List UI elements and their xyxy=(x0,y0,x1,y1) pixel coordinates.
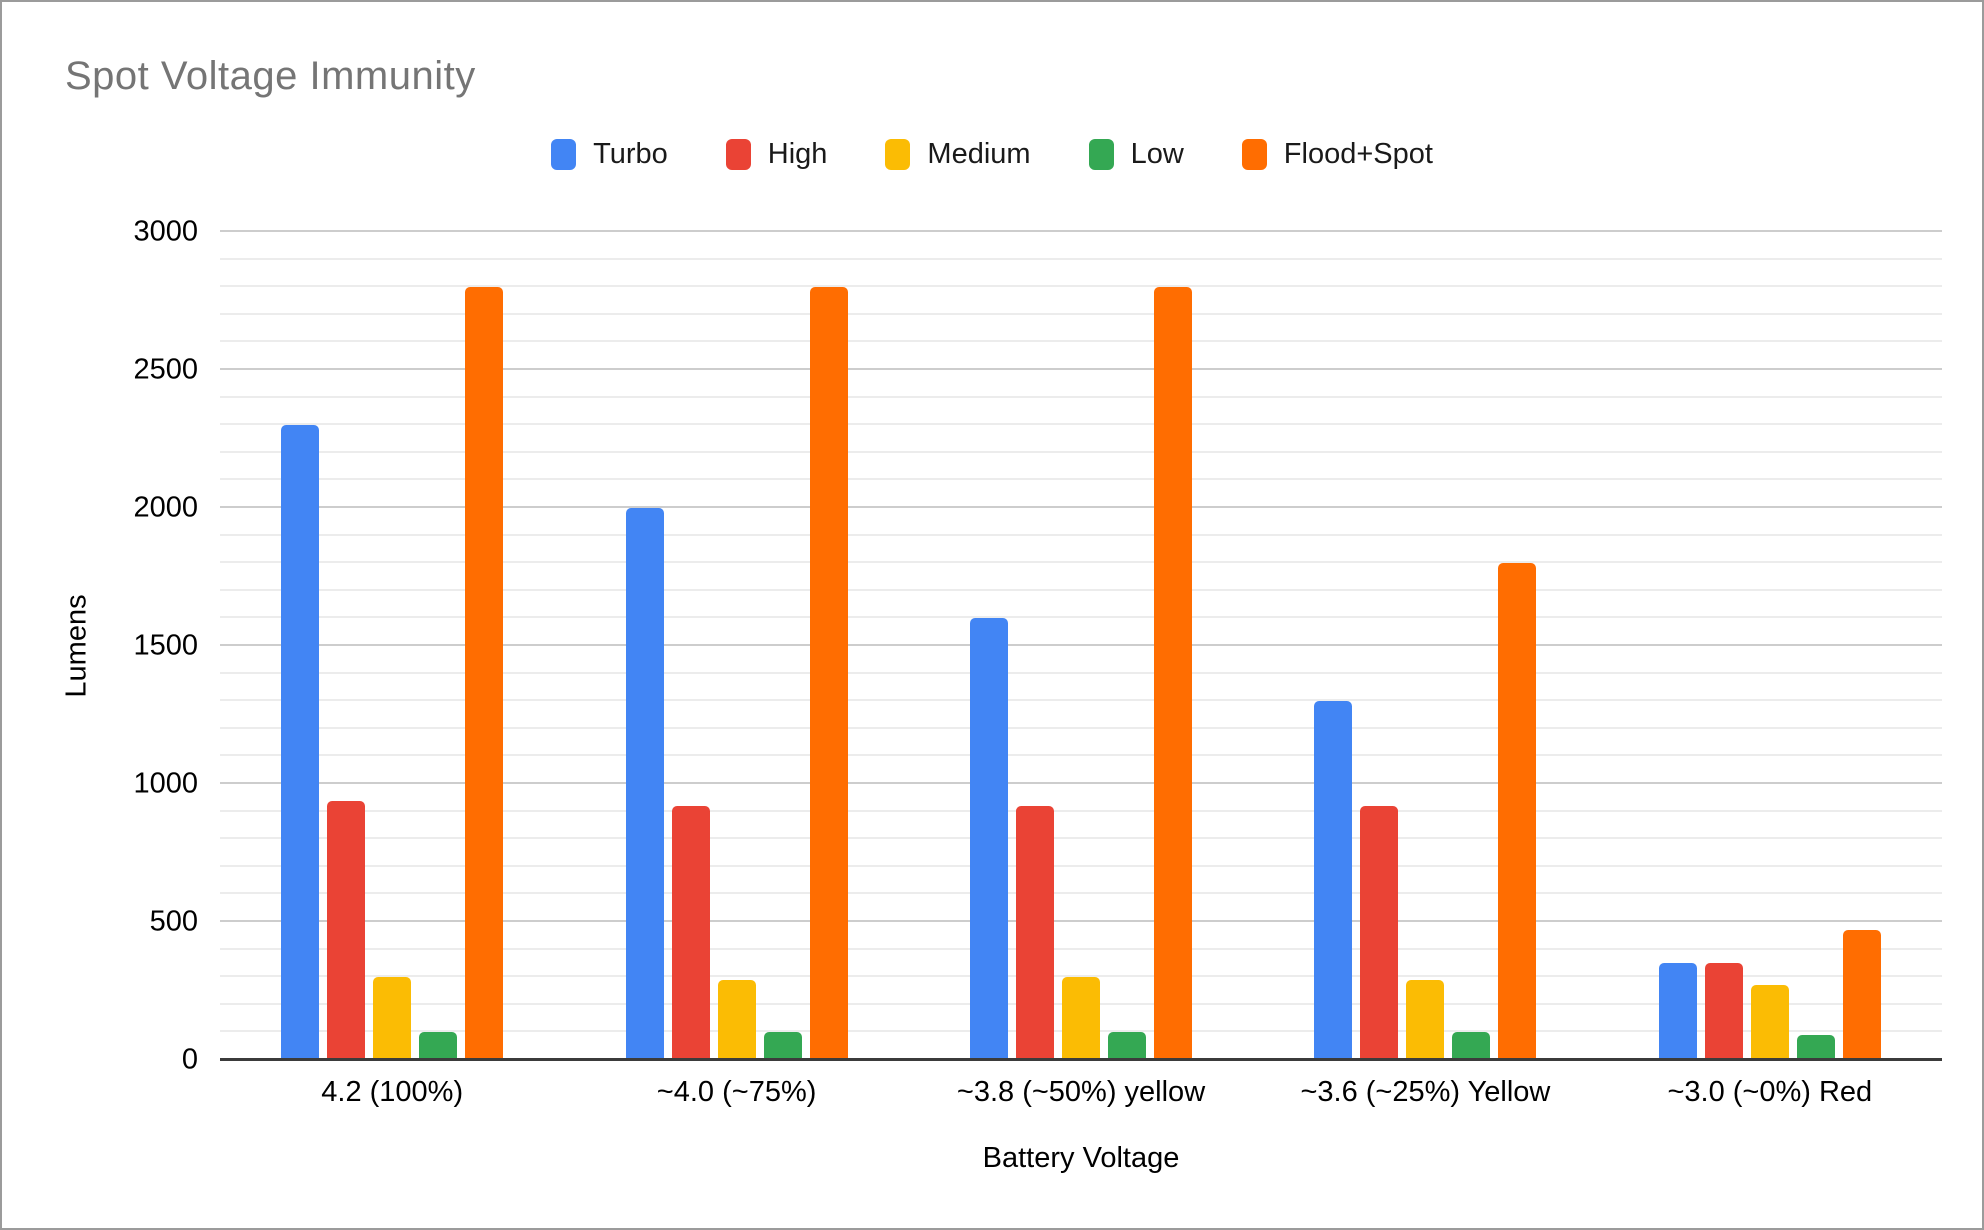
legend: Turbo High Medium Low Flood+Spot xyxy=(2,138,1982,171)
gridline-minor xyxy=(220,285,1942,288)
bar-flood-spot-2[interactable] xyxy=(1154,287,1193,1060)
legend-item-medium[interactable]: Medium xyxy=(885,138,1031,171)
bar-flood-spot-1[interactable] xyxy=(809,287,848,1060)
bar-medium-2[interactable] xyxy=(1062,977,1101,1060)
gridline-major xyxy=(220,506,1942,509)
bar-turbo-4[interactable] xyxy=(1658,963,1697,1060)
bar-low-0[interactable] xyxy=(419,1032,458,1060)
gridline-minor xyxy=(220,616,1942,619)
gridline-minor xyxy=(220,754,1942,757)
bar-flood-spot-4[interactable] xyxy=(1842,930,1881,1060)
gridline-minor xyxy=(220,561,1942,564)
legend-item-high[interactable]: High xyxy=(725,138,828,171)
bar-group-2 xyxy=(909,232,1253,1060)
gridline-minor xyxy=(220,699,1942,702)
gridline-minor xyxy=(220,340,1942,343)
legend-item-flood-spot[interactable]: Flood+Spot xyxy=(1241,138,1433,171)
gridline-minor xyxy=(220,947,1942,950)
gridline-minor xyxy=(220,423,1942,426)
bar-low-4[interactable] xyxy=(1796,1035,1835,1060)
bar-group-3 xyxy=(1253,232,1597,1060)
bar-turbo-1[interactable] xyxy=(625,508,664,1060)
bar-high-1[interactable] xyxy=(671,806,710,1060)
bar-flood-spot-0[interactable] xyxy=(465,287,504,1060)
gridline-minor xyxy=(220,533,1942,536)
legend-label-medium: Medium xyxy=(927,138,1031,170)
bar-high-0[interactable] xyxy=(327,800,366,1060)
gridline-minor xyxy=(220,671,1942,674)
gridline-minor xyxy=(220,726,1942,729)
bar-medium-1[interactable] xyxy=(717,979,756,1060)
gridline-minor xyxy=(220,809,1942,812)
gridline-minor xyxy=(220,588,1942,591)
gridline-minor xyxy=(220,975,1942,978)
bar-flood-spot-3[interactable] xyxy=(1498,563,1537,1060)
bar-group-0 xyxy=(220,232,564,1060)
legend-label-high: High xyxy=(767,138,828,170)
bar-turbo-0[interactable] xyxy=(281,425,320,1060)
gridline-minor xyxy=(220,257,1942,260)
x-category-label-0: 4.2 (100%) xyxy=(321,1076,464,1108)
gridline-major xyxy=(220,230,1942,232)
x-axis-line xyxy=(220,1058,1942,1061)
gridline-major xyxy=(220,644,1942,646)
bar-turbo-2[interactable] xyxy=(970,618,1009,1060)
gridline-major xyxy=(220,782,1942,785)
y-tick-label: 3000 xyxy=(133,215,198,248)
x-category-label-2: ~3.8 (~50%) yellow xyxy=(956,1076,1206,1108)
bar-low-2[interactable] xyxy=(1108,1032,1147,1060)
bar-turbo-3[interactable] xyxy=(1314,701,1353,1060)
x-category-label-4: ~3.0 (~0%) Red xyxy=(1667,1076,1873,1108)
gridline-minor xyxy=(220,395,1942,398)
y-tick-label: 500 xyxy=(149,905,198,938)
bar-high-4[interactable] xyxy=(1704,963,1743,1060)
x-axis-title: Battery Voltage xyxy=(982,1142,1180,1174)
bar-medium-3[interactable] xyxy=(1406,979,1445,1060)
gridline-minor xyxy=(220,837,1942,840)
legend-item-low[interactable]: Low xyxy=(1088,138,1184,171)
y-tick-label: 0 xyxy=(181,1043,198,1076)
gridline-minor xyxy=(220,450,1942,453)
legend-swatch-high xyxy=(725,139,751,170)
legend-swatch-turbo xyxy=(551,139,577,170)
legend-swatch-medium xyxy=(885,139,911,170)
x-category-label-3: ~3.6 (~25%) Yellow xyxy=(1300,1076,1551,1108)
legend-label-flood-spot: Flood+Spot xyxy=(1283,138,1433,170)
x-category-label-1: ~4.0 (~75%) xyxy=(656,1076,817,1108)
plot-area xyxy=(220,230,1942,1061)
bar-low-1[interactable] xyxy=(763,1032,802,1060)
bar-groups xyxy=(220,232,1942,1060)
bar-medium-0[interactable] xyxy=(373,977,412,1060)
bar-group-4 xyxy=(1598,232,1942,1060)
gridline-major xyxy=(220,920,1942,923)
y-tick-label: 2500 xyxy=(133,353,198,386)
legend-swatch-flood-spot xyxy=(1241,139,1267,170)
legend-swatch-low xyxy=(1088,139,1114,170)
gridline-major xyxy=(220,368,1942,370)
bar-high-3[interactable] xyxy=(1360,806,1399,1060)
y-tick-label: 1000 xyxy=(133,767,198,800)
gridline-minor xyxy=(220,892,1942,895)
bar-low-3[interactable] xyxy=(1452,1032,1491,1060)
chart-title: Spot Voltage Immunity xyxy=(65,54,476,98)
bar-medium-4[interactable] xyxy=(1750,985,1789,1060)
gridline-minor xyxy=(220,312,1942,315)
x-category-labels: 4.2 (100%) ~4.0 (~75%) ~3.8 (~50%) yellow ~… xyxy=(220,1076,1942,1109)
y-tick-label: 1500 xyxy=(133,629,198,662)
gridline-minor xyxy=(220,478,1942,481)
y-tick-label: 2000 xyxy=(133,491,198,524)
gridline-minor xyxy=(220,864,1942,867)
bar-high-2[interactable] xyxy=(1016,806,1055,1060)
bar-group-1 xyxy=(564,232,908,1060)
legend-label-low: Low xyxy=(1130,138,1184,170)
legend-item-turbo[interactable]: Turbo xyxy=(551,138,668,171)
legend-label-turbo: Turbo xyxy=(593,138,668,170)
